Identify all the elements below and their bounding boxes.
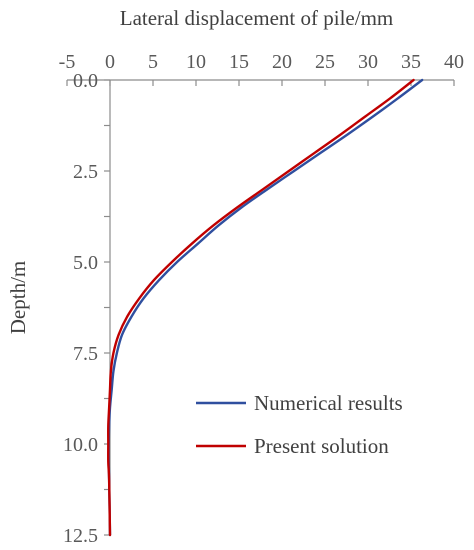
legend-label: Present solution (254, 434, 389, 458)
y-axis-ticks: 0.0 2.5 5.0 7.5 10.0 12.5 (63, 70, 110, 547)
y-axis-title: Depth/m (6, 261, 30, 335)
y-tick-label: 12.5 (63, 525, 98, 547)
x-tick-label: 10 (186, 51, 206, 73)
x-tick-label: 15 (229, 51, 249, 73)
y-tick-label: 7.5 (73, 343, 98, 365)
series-line-numerical-results (107, 78, 424, 537)
y-tick-label: 0.0 (73, 70, 98, 92)
y-tick-label: 10.0 (63, 434, 98, 456)
series-line-present-solution (107, 78, 415, 537)
y-tick-label: 2.5 (73, 161, 98, 183)
x-tick-label: 0 (105, 51, 115, 73)
x-tick-label: 25 (315, 51, 335, 73)
y-tick-label: 5.0 (73, 252, 98, 274)
x-tick-label: 35 (401, 51, 421, 73)
x-tick-label: -5 (59, 51, 76, 73)
x-axis-title: Lateral displacement of pile/mm (120, 6, 393, 30)
x-tick-label: 30 (358, 51, 378, 73)
legend: Numerical results Present solution (196, 391, 403, 458)
legend-label: Numerical results (254, 391, 403, 415)
x-tick-label: 40 (444, 51, 464, 73)
x-axis-ticks: -5 0 5 10 15 20 25 30 35 40 (59, 51, 464, 86)
x-tick-label: 20 (272, 51, 292, 73)
plot-area: -5 0 5 10 15 20 25 30 35 40 0.0 2.5 5.0 7.5 10.0 12.5 (59, 51, 464, 547)
x-tick-label: 5 (148, 51, 158, 73)
series-layer (107, 78, 424, 537)
